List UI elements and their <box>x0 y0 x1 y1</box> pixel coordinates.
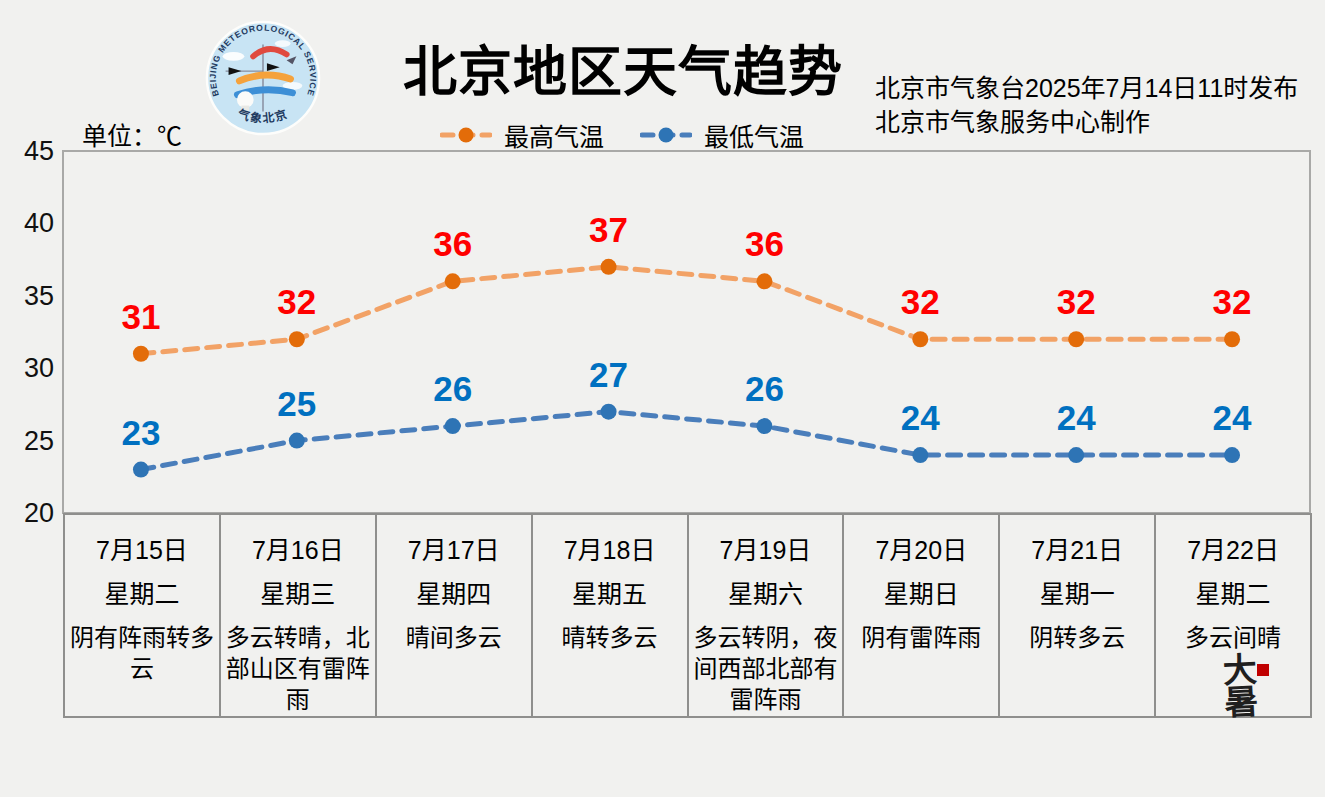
y-axis-tick-label: 45 <box>24 140 54 166</box>
day-column: 7月19日星期六多云转阴，夜间西部北部有雷阵雨 <box>689 515 845 716</box>
day-condition: 阴有阵雨转多云 <box>65 622 219 684</box>
data-point-marker <box>289 433 305 449</box>
day-column: 7月20日星期日阴有雷阵雨 <box>844 515 1000 716</box>
data-point-marker <box>912 331 928 347</box>
data-point-label: 24 <box>1057 398 1096 437</box>
day-column: 7月18日星期五晴转多云 <box>533 515 689 716</box>
publisher-line2: 北京市气象服务中心制作 <box>875 105 1298 139</box>
day-date: 7月17日 <box>408 535 500 565</box>
day-weekday: 星期五 <box>572 579 647 609</box>
day-condition: 多云间晴 <box>1183 622 1283 653</box>
data-point-label: 25 <box>277 384 316 423</box>
data-point-label: 26 <box>433 369 472 408</box>
data-point-label: 27 <box>589 355 628 394</box>
data-point-marker <box>445 273 461 289</box>
data-point-label: 26 <box>745 369 784 408</box>
day-condition: 阴有雷阵雨 <box>859 622 983 653</box>
day-condition: 多云转阴，夜间西部北部有雷阵雨 <box>689 622 843 715</box>
day-weekday: 星期二 <box>1196 579 1271 609</box>
solar-term-seal: 大暑 <box>1212 651 1264 717</box>
daily-forecast-table: 7月15日星期二阴有阵雨转多云7月16日星期三多云转晴，北部山区有雷阵雨7月17… <box>63 513 1312 718</box>
red-seal-stamp-icon <box>1257 664 1269 676</box>
day-column: 7月16日星期三多云转晴，北部山区有雷阵雨 <box>221 515 377 716</box>
y-axis-tick-label: 30 <box>24 353 54 383</box>
beijing-meteorological-service-logo: BEIJING METEOROLOGICAL SERVICE 气象北京 <box>204 19 322 141</box>
logo-radar-dome <box>237 91 254 108</box>
data-point-marker <box>1224 447 1240 463</box>
publisher-info: 北京市气象台2025年7月14日11时发布 北京市气象服务中心制作 <box>875 71 1298 139</box>
day-condition: 多云转晴，北部山区有雷阵雨 <box>221 622 375 715</box>
day-weekday: 星期二 <box>104 579 179 609</box>
day-date: 7月21日 <box>1031 535 1123 565</box>
data-point-marker <box>445 418 461 434</box>
publisher-line1: 北京市气象台2025年7月14日11时发布 <box>875 71 1298 105</box>
data-point-marker <box>756 273 772 289</box>
day-date: 7月22日 <box>1187 535 1279 565</box>
plot-border <box>63 151 1310 513</box>
data-point-label: 37 <box>589 210 628 249</box>
day-weekday: 星期一 <box>1040 579 1115 609</box>
day-condition: 晴间多云 <box>404 622 504 653</box>
data-point-marker <box>289 331 305 347</box>
data-point-label: 36 <box>745 224 784 263</box>
day-weekday: 星期六 <box>728 579 803 609</box>
day-date: 7月15日 <box>96 535 188 565</box>
y-axis-tick-label: 20 <box>24 498 54 528</box>
day-date: 7月16日 <box>252 535 344 565</box>
data-point-label: 24 <box>1213 398 1252 437</box>
data-point-marker <box>912 447 928 463</box>
y-axis-tick-label: 25 <box>24 426 54 456</box>
data-point-marker <box>756 418 772 434</box>
data-point-label: 32 <box>1057 282 1096 321</box>
data-point-label: 32 <box>1213 282 1252 321</box>
data-point-label: 36 <box>433 224 472 263</box>
day-date: 7月20日 <box>875 535 967 565</box>
day-date: 7月19日 <box>720 535 812 565</box>
y-axis-tick-label: 35 <box>24 281 54 311</box>
data-point-label: 32 <box>901 282 940 321</box>
day-weekday: 星期四 <box>416 579 491 609</box>
data-point-marker <box>133 462 149 478</box>
data-point-marker <box>601 259 617 275</box>
day-column: 7月21日星期一阴转多云 <box>1000 515 1156 716</box>
day-condition: 阴转多云 <box>1027 622 1127 653</box>
page-title: 北京地区天气趋势 <box>403 28 843 107</box>
temperature-trend-chart: 45 40 35 30 25 20 31 32 36 37 36 32 32 32 23 25 26 27 26 24… <box>0 140 1325 535</box>
data-point-marker <box>1224 331 1240 347</box>
chart-plot-area: 45 40 35 30 25 20 31 32 36 37 36 32 32 32 23 25 26 27 26 24… <box>0 140 1325 535</box>
day-date: 7月18日 <box>564 535 656 565</box>
data-point-label: 24 <box>901 398 940 437</box>
data-point-marker <box>1068 331 1084 347</box>
day-column: 7月15日星期二阴有阵雨转多云 <box>65 515 221 716</box>
data-point-label: 31 <box>121 297 160 336</box>
data-point-label: 32 <box>277 282 316 321</box>
day-column: 7月17日星期四晴间多云 <box>377 515 533 716</box>
day-weekday: 星期三 <box>260 579 335 609</box>
data-point-marker <box>601 404 617 420</box>
data-point-marker <box>1068 447 1084 463</box>
day-condition: 晴转多云 <box>560 622 660 653</box>
data-point-marker <box>133 346 149 362</box>
day-weekday: 星期日 <box>884 579 959 609</box>
data-point-label: 23 <box>121 413 160 452</box>
y-axis-tick-label: 40 <box>24 208 54 238</box>
